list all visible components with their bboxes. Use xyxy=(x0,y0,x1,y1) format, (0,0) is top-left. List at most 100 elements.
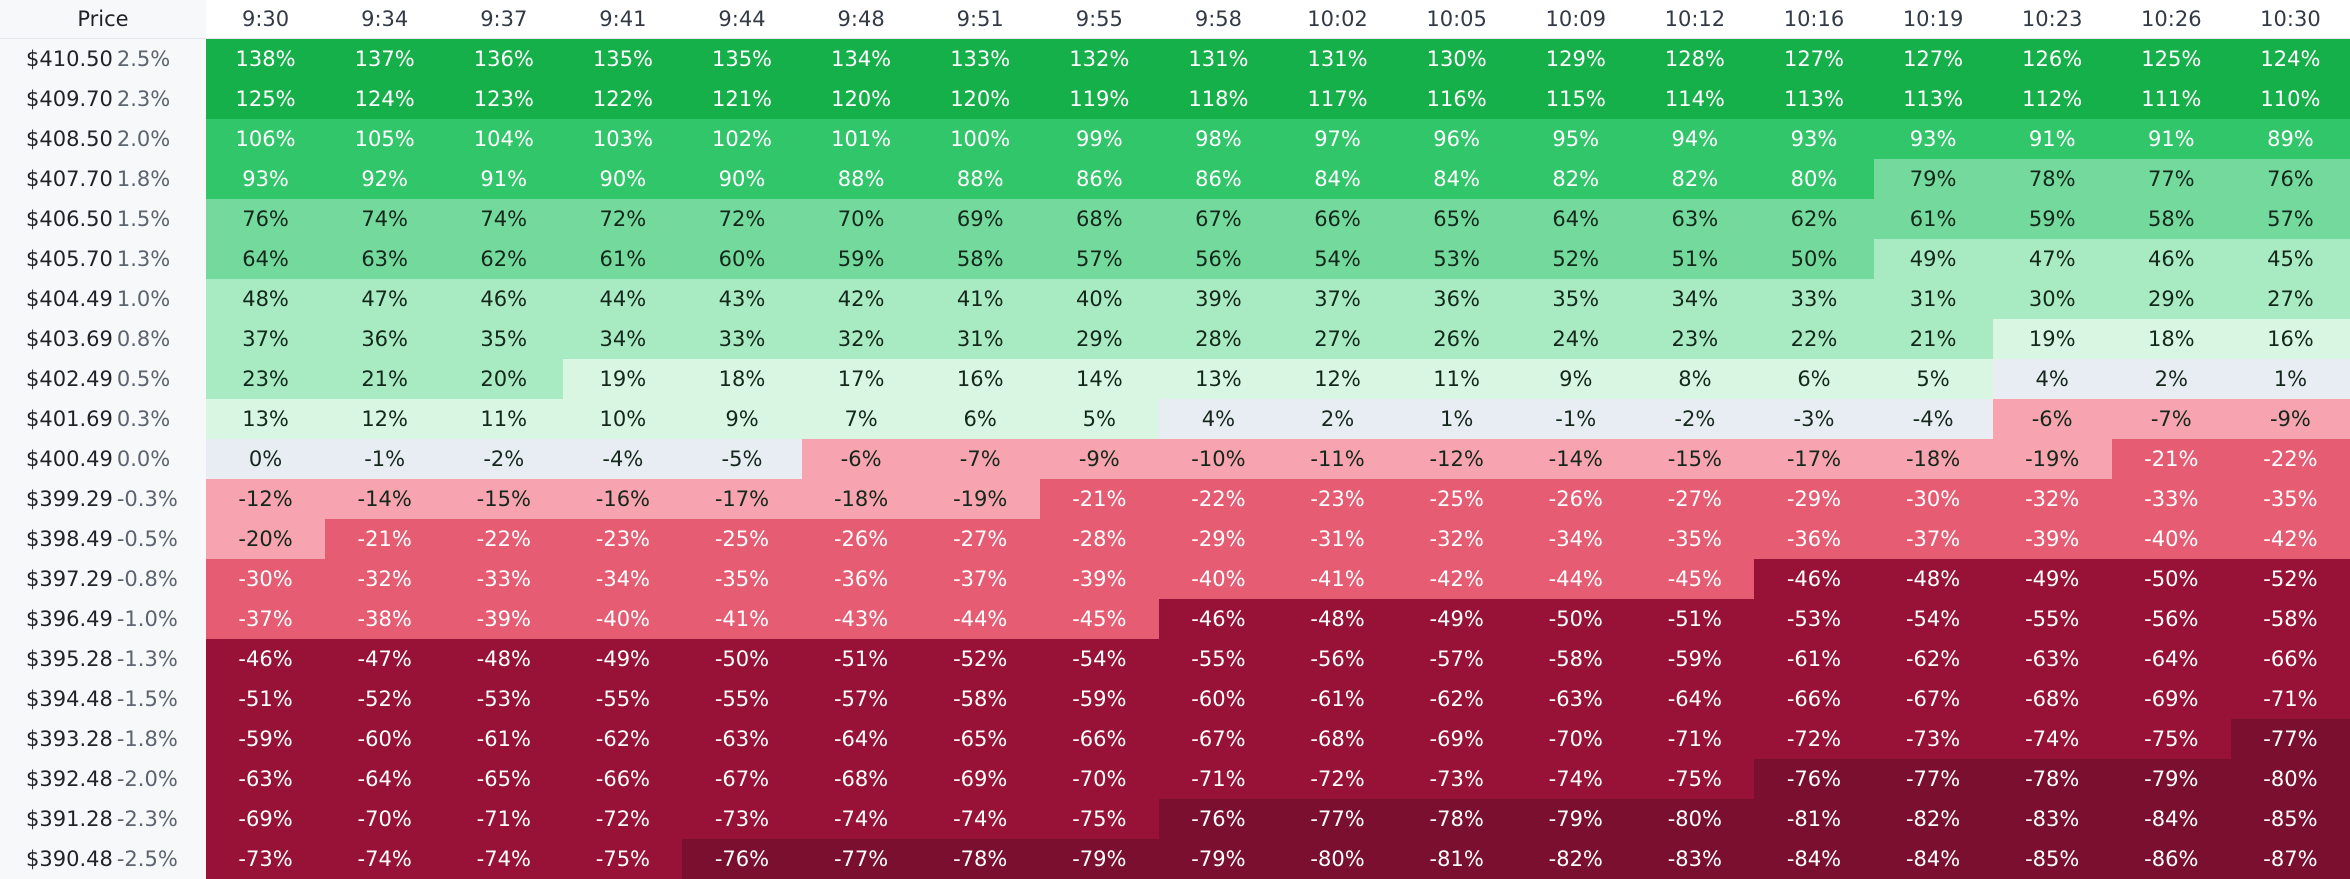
time-column-header: 9:41 xyxy=(563,0,683,39)
heatmap-cell: -47% xyxy=(325,638,445,679)
heatmap-cell: 1% xyxy=(2230,358,2350,399)
heatmap-cell: -74% xyxy=(444,838,564,879)
heatmap-cell: 5% xyxy=(1873,358,1993,399)
heatmap-cell: 93% xyxy=(1754,118,1874,159)
price-row: $392.48 -2.0% -63% -64% -65% -66% -67% -68% -69%… xyxy=(0,758,2350,799)
price-change-percent: -1.5% xyxy=(116,686,178,711)
heatmap-cell: 119% xyxy=(1039,78,1159,119)
heatmap-cell: 16% xyxy=(2230,318,2350,359)
heatmap-cell: 48% xyxy=(206,278,326,319)
heatmap-cell: 79% xyxy=(1873,158,1993,199)
heatmap-cell: 102% xyxy=(682,118,802,159)
heatmap-cell: 125% xyxy=(206,78,326,119)
time-column-header: 10:23 xyxy=(1992,0,2112,39)
heatmap-cell: -61% xyxy=(1754,638,1874,679)
heatmap-cell: -39% xyxy=(1992,518,2112,559)
heatmap-cell: 92% xyxy=(325,158,445,199)
heatmap-cell: -32% xyxy=(1992,478,2112,519)
heatmap-cell: -42% xyxy=(1397,558,1517,599)
heatmap-cell: 93% xyxy=(1873,118,1993,159)
heatmap-cell: 18% xyxy=(2111,318,2231,359)
heatmap-cell: 33% xyxy=(1754,278,1874,319)
price-change-percent: 1.8% xyxy=(116,166,171,191)
heatmap-cell: -81% xyxy=(1754,798,1874,839)
heatmap-cell: -65% xyxy=(920,718,1040,759)
heatmap-cell: -2% xyxy=(1635,398,1755,439)
heatmap-cell: 91% xyxy=(444,158,564,199)
price-change-percent: 1.5% xyxy=(116,206,171,231)
price-value: $403.69 xyxy=(26,326,113,351)
time-column-header: 10:09 xyxy=(1516,0,1636,39)
heatmap-cell: -78% xyxy=(1397,798,1517,839)
time-column-header: 10:02 xyxy=(1277,0,1398,39)
heatmap-cell: -59% xyxy=(1635,638,1755,679)
heatmap-cell: 59% xyxy=(1992,198,2112,239)
heatmap-cell: -48% xyxy=(444,638,564,679)
heatmap-cell: -80% xyxy=(2230,758,2350,799)
heatmap-cell: 18% xyxy=(682,358,802,399)
heatmap-cell: -11% xyxy=(1277,438,1398,479)
heatmap-cell: 6% xyxy=(920,398,1040,439)
heatmap-cell: 47% xyxy=(1992,238,2112,279)
heatmap-cell: 91% xyxy=(2111,118,2231,159)
heatmap-cell: 123% xyxy=(444,78,564,119)
heatmap-cell: 13% xyxy=(1158,358,1278,399)
heatmap-cell: -63% xyxy=(206,758,326,799)
heatmap-cell: -35% xyxy=(682,558,802,599)
heatmap-cell: 72% xyxy=(563,198,683,239)
heatmap-cell: 52% xyxy=(1516,238,1636,279)
heatmap-cell: -79% xyxy=(1039,838,1159,879)
heatmap-cell: 27% xyxy=(1277,318,1398,359)
heatmap-cell: -32% xyxy=(325,558,445,599)
heatmap-cell: 101% xyxy=(801,118,921,159)
heatmap-cell: -22% xyxy=(444,518,564,559)
heatmap-cell: 22% xyxy=(1754,318,1874,359)
heatmap-cell: 57% xyxy=(2230,198,2350,239)
heatmap-cell: -81% xyxy=(1397,838,1517,879)
heatmap-cell: 36% xyxy=(1397,278,1517,319)
heatmap-cell: -82% xyxy=(1873,798,1993,839)
heatmap-cell: -83% xyxy=(1992,798,2112,839)
price-change-percent: -0.3% xyxy=(116,486,178,511)
price-row-label: $406.50 1.5% xyxy=(0,198,206,239)
heatmap-cell: -71% xyxy=(1635,718,1755,759)
heatmap-cell: -82% xyxy=(1516,838,1636,879)
heatmap-cell: 74% xyxy=(325,198,445,239)
heatmap-cell: 137% xyxy=(325,38,445,79)
price-value: $397.29 xyxy=(26,566,113,591)
time-column-header: 9:48 xyxy=(801,0,921,39)
price-value: $405.70 xyxy=(26,246,113,271)
heatmap-cell: -71% xyxy=(1158,758,1278,799)
heatmap-cell: -58% xyxy=(1516,638,1636,679)
heatmap-cell: -74% xyxy=(920,798,1040,839)
heatmap-cell: -69% xyxy=(2111,678,2231,719)
heatmap-cell: -9% xyxy=(2230,398,2350,439)
price-row-label: $402.49 0.5% xyxy=(0,358,206,399)
time-column-header: 9:58 xyxy=(1158,0,1278,39)
heatmap-cell: -3% xyxy=(1754,398,1874,439)
heatmap-cell: 23% xyxy=(1635,318,1755,359)
heatmap-cell: -80% xyxy=(1277,838,1398,879)
heatmap-cell: -79% xyxy=(2111,758,2231,799)
price-row: $407.70 1.8% 93% 92% 91% 90% 90% 88% 88% 86% 86% 84… xyxy=(0,158,2350,199)
price-value: $408.50 xyxy=(26,126,113,151)
price-value: $395.28 xyxy=(26,646,113,671)
price-row: $399.29 -0.3% -12% -14% -15% -16% -17% -18% -19%… xyxy=(0,478,2350,519)
heatmap-cell: -17% xyxy=(1754,438,1874,479)
time-column-header: 10:16 xyxy=(1754,0,1874,39)
heatmap-cell: -66% xyxy=(2230,638,2350,679)
heatmap-cell: -49% xyxy=(563,638,683,679)
heatmap-cell: -72% xyxy=(563,798,683,839)
price-value: $404.49 xyxy=(26,286,113,311)
heatmap-cell: 106% xyxy=(206,118,326,159)
heatmap-cell: -14% xyxy=(325,478,445,519)
price-row: $409.70 2.3% 125% 124% 123% 122% 121% 120% 120% 1… xyxy=(0,78,2350,119)
price-row-label: $390.48 -2.5% xyxy=(0,838,206,879)
time-column-header: 9:55 xyxy=(1039,0,1159,39)
heatmap-cell: 62% xyxy=(1754,198,1874,239)
price-change-percent: -2.5% xyxy=(116,846,178,871)
heatmap-cell: -30% xyxy=(1873,478,1993,519)
heatmap-cell: -4% xyxy=(563,438,683,479)
heatmap-cell: -62% xyxy=(563,718,683,759)
heatmap-cell: -66% xyxy=(563,758,683,799)
